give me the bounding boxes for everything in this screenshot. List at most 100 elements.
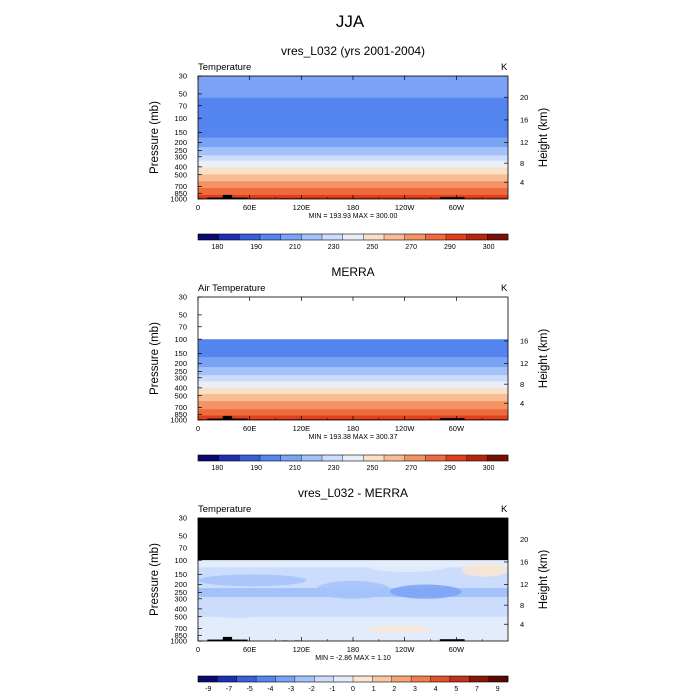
colorbar-label: 290	[444, 244, 456, 251]
colorbar-swatch	[372, 676, 393, 682]
contour-band	[198, 399, 508, 401]
contour-band	[198, 156, 508, 159]
contour-region	[198, 574, 307, 587]
y-axis-title: Pressure (mb)	[149, 543, 161, 616]
contour-band	[198, 633, 508, 636]
contour-band	[198, 182, 508, 185]
y-tick-label: 700	[174, 182, 187, 191]
colorbar-label: 230	[328, 465, 340, 472]
contour-band	[198, 117, 508, 119]
height-tick-label: 16	[520, 116, 528, 125]
contour-band	[198, 393, 508, 395]
contour-band	[198, 634, 508, 637]
contour-band	[198, 86, 508, 89]
y-tick-label: 70	[179, 322, 187, 331]
contour-band	[198, 364, 508, 366]
contour-band	[198, 160, 508, 163]
contour-band	[198, 413, 508, 416]
contour-band	[198, 141, 508, 144]
colorbar-label: -5	[247, 686, 253, 693]
y-tick-label: 250	[174, 367, 187, 376]
contour-band	[198, 368, 508, 371]
contour-band	[198, 354, 508, 356]
contour-band	[198, 565, 508, 568]
contour-band	[198, 607, 508, 610]
y-axis-right-title: Height (km)	[538, 108, 550, 168]
contour-band	[198, 398, 508, 400]
contour-fill	[198, 518, 508, 641]
contour-band	[198, 376, 508, 378]
colorbar-swatch	[198, 676, 218, 682]
contour-band	[198, 92, 508, 95]
contour-band	[198, 193, 508, 196]
contour-band	[198, 577, 508, 579]
x-tick-label: 120W	[395, 203, 416, 212]
contour-band	[198, 359, 508, 362]
contour-band	[198, 159, 508, 162]
colorbar-swatch	[469, 676, 489, 682]
contour-band	[198, 381, 508, 383]
y-tick-label: 50	[179, 311, 187, 320]
height-tick-label: 16	[520, 337, 528, 346]
contour-band	[198, 170, 508, 173]
contour-band	[198, 349, 508, 351]
contour-band	[198, 356, 508, 358]
x-tick-label: 120W	[395, 424, 416, 433]
x-tick-label: 60W	[449, 645, 465, 654]
contour-band	[198, 134, 508, 137]
contour-band	[198, 564, 508, 567]
height-tick-label: 8	[520, 159, 524, 168]
colorbar-label: -7	[226, 686, 232, 693]
colorbar-swatch	[411, 676, 431, 682]
colorbar-swatch	[239, 455, 261, 461]
y-tick-label: 300	[174, 373, 187, 382]
contour-band	[198, 400, 508, 402]
y-tick-label: 30	[179, 72, 187, 81]
colorbar-label: 250	[367, 465, 379, 472]
contour-band	[198, 365, 508, 367]
y-axis-title: Pressure (mb)	[149, 101, 161, 174]
height-tick-label: 16	[520, 558, 528, 567]
contour-band	[198, 615, 508, 618]
colorbar-label: 3	[413, 686, 417, 693]
contour-band	[198, 366, 508, 368]
y-tick-label: 1000	[170, 416, 187, 425]
colorbar-swatch	[256, 676, 276, 682]
panel-title: vres_L032 (yrs 2001-2004)	[281, 44, 425, 58]
contour-band	[198, 363, 508, 365]
contour-band	[198, 601, 508, 604]
y-tick-label: 200	[174, 580, 187, 589]
contour-band	[198, 119, 508, 122]
contour-band	[198, 609, 508, 612]
contour-band	[198, 192, 508, 195]
contour-band	[198, 95, 508, 98]
contour-band	[198, 632, 508, 635]
colorbar-label: 1	[372, 686, 376, 693]
contour-band	[198, 140, 508, 143]
contour-band	[198, 604, 508, 606]
contour-band	[198, 136, 508, 139]
x-tick-label: 60E	[243, 424, 256, 433]
contour-band	[198, 391, 508, 393]
contour-band	[198, 351, 508, 354]
variable-label: Temperature	[198, 62, 251, 73]
y-tick-label: 100	[174, 114, 187, 123]
contour-band	[198, 570, 508, 572]
contour-band	[198, 168, 508, 171]
contour-band	[198, 602, 508, 604]
y-tick-label: 850	[174, 631, 187, 640]
colorbar-label: 7	[475, 686, 479, 693]
contour-band	[198, 631, 508, 633]
contour-band	[198, 181, 508, 184]
contour-band	[198, 118, 508, 121]
contour-region	[461, 563, 508, 577]
colorbar-swatch	[466, 234, 488, 240]
units-label: K	[501, 504, 508, 515]
contour-band	[198, 611, 508, 613]
contour-region	[368, 625, 431, 633]
colorbar-swatch	[218, 234, 240, 240]
colorbar-swatch	[280, 455, 302, 461]
contour-band	[198, 147, 508, 150]
colorbar: 180 190 210 230 250 270 290 300	[197, 454, 509, 472]
chart-panel-2: MERRA Air Temperature K 0 60E 120E 180 120W 60W 3…	[149, 265, 550, 472]
